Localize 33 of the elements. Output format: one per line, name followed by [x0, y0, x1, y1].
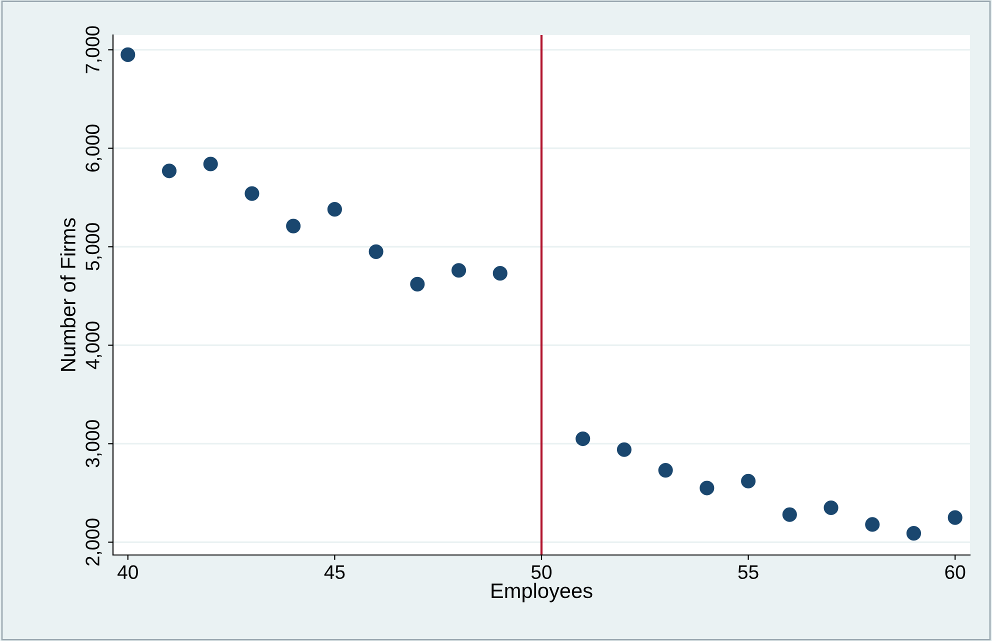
point [576, 432, 590, 446]
point [286, 218, 301, 234]
point [410, 276, 425, 292]
y-axis-title: Number of Firms [60, 218, 76, 371]
point [327, 202, 342, 217]
x-tick-label: 50 [531, 565, 552, 580]
point [120, 47, 136, 62]
point [162, 164, 177, 178]
point [948, 510, 962, 525]
point [244, 186, 260, 201]
x-tick-label: 45 [324, 565, 345, 580]
x-tick-label: 55 [738, 565, 758, 580]
point [451, 263, 466, 278]
point [616, 442, 632, 457]
point [658, 463, 673, 478]
y-tick-label: 6,000 [86, 124, 102, 172]
point [203, 156, 218, 172]
point [492, 266, 508, 281]
point [906, 526, 922, 541]
point [368, 244, 384, 259]
y-tick-label: 2,000 [86, 518, 102, 566]
point [741, 474, 756, 488]
x-tick-label: 40 [118, 565, 138, 580]
point [782, 507, 797, 522]
y-tick-label: 5,000 [86, 223, 102, 270]
y-tick-label: 4,000 [86, 322, 102, 370]
point [865, 517, 880, 532]
x-axis-title: Employees [492, 582, 592, 602]
x-tick-label: 60 [945, 565, 966, 580]
point [824, 500, 838, 516]
y-tick-label: 3,000 [86, 420, 102, 468]
point [700, 480, 714, 496]
y-tick-label: 7,000 [86, 26, 102, 74]
